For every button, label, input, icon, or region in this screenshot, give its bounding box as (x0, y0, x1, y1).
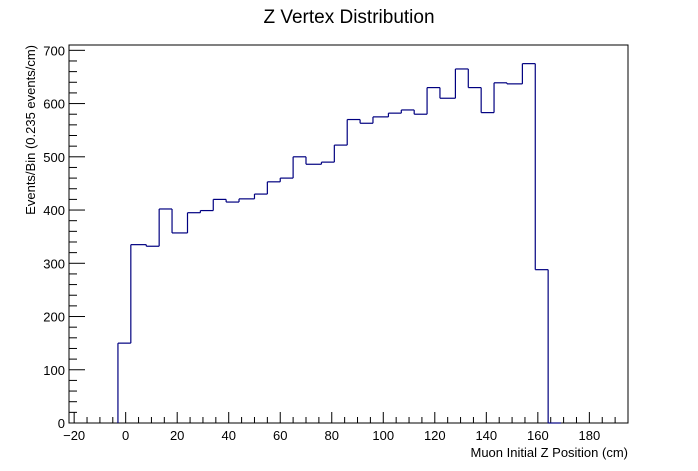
y-tick-label: 700 (43, 43, 65, 58)
y-tick-label: 600 (43, 97, 65, 112)
x-axis-label: Muon Initial Z Position (cm) (471, 445, 629, 460)
x-axis: −20 0 20 40 60 80 100 120 140 160 180 (63, 412, 615, 443)
x-tick-label: 180 (579, 428, 601, 443)
x-tick-label: 100 (372, 428, 394, 443)
y-axis: 0 100 200 300 400 500 600 700 (43, 43, 85, 431)
y-axis-label: Events/Bin (0.235 events/cm) (23, 45, 38, 215)
x-tick-label: 0 (122, 428, 129, 443)
x-tick-label: 20 (170, 428, 184, 443)
x-tick-label: 120 (424, 428, 446, 443)
y-tick-label: 400 (43, 203, 65, 218)
y-tick-label: 500 (43, 150, 65, 165)
chart-title: Z Vertex Distribution (263, 7, 434, 28)
y-tick-label: 0 (58, 416, 65, 431)
histogram-bins (118, 64, 561, 423)
x-tick-label: 140 (475, 428, 497, 443)
x-tick-label: 40 (221, 428, 235, 443)
y-tick-label: 300 (43, 256, 65, 271)
x-tick-label: −20 (63, 428, 85, 443)
plot-frame (69, 45, 628, 423)
y-tick-label: 100 (43, 363, 65, 378)
x-tick-label: 160 (527, 428, 549, 443)
x-tick-label: 60 (273, 428, 287, 443)
y-tick-label: 200 (43, 310, 65, 325)
x-tick-label: 80 (325, 428, 339, 443)
